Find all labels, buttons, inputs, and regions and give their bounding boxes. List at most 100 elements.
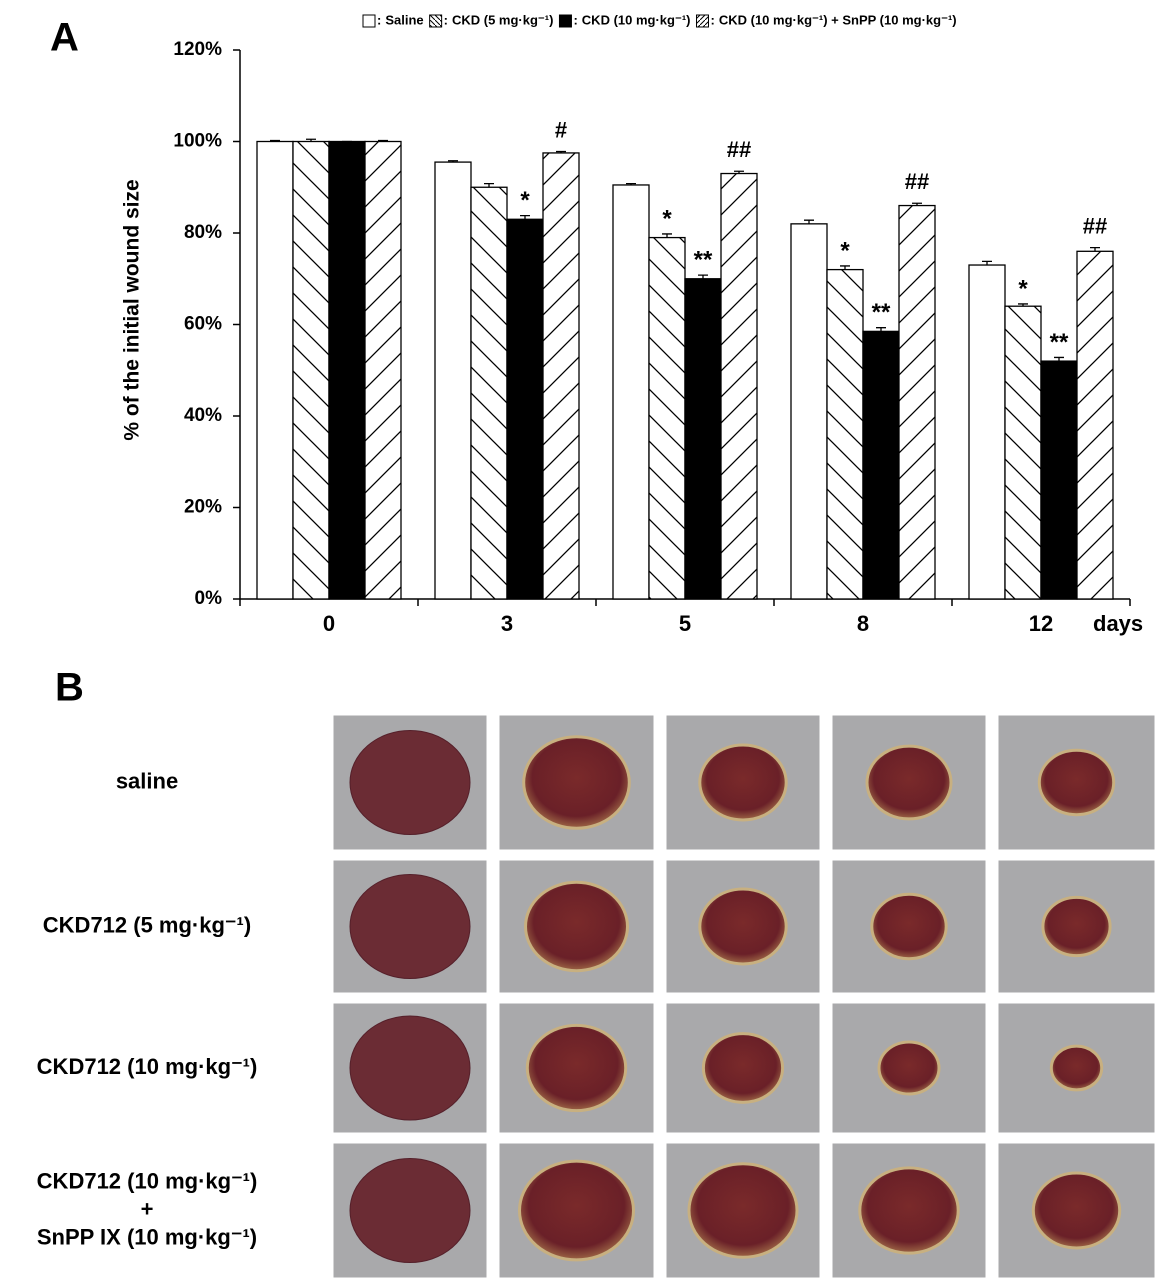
y-tick-label: 60%: [184, 314, 222, 335]
bar: [720, 172, 758, 600]
wound: [349, 1015, 471, 1121]
legend-swatch: [558, 14, 572, 28]
error-bar: [270, 139, 280, 142]
bar: [684, 278, 722, 600]
significance-label: *: [520, 187, 530, 214]
legend-label: CKD (5 mg·kg⁻¹): [452, 12, 553, 27]
significance-label: *: [662, 205, 672, 232]
x-tick-label: 8: [857, 611, 869, 636]
bar: [470, 186, 508, 600]
row-label: CKD712 (10 mg·kg⁻¹): [37, 1168, 258, 1193]
significance-label: **: [1050, 329, 1069, 356]
error-bar: [306, 138, 316, 142]
bar: [648, 236, 686, 600]
bar: [292, 140, 330, 600]
bar: [968, 264, 1006, 600]
y-axis-label: % of the initial wound size: [121, 179, 144, 440]
row-label: SnPP IX (10 mg·kg⁻¹): [37, 1224, 257, 1249]
error-bar: [734, 170, 744, 174]
wound-photo: [997, 1142, 1156, 1279]
wound: [687, 1162, 799, 1259]
legend-swatch: [429, 14, 443, 28]
x-tick-label: 3: [501, 611, 513, 636]
y-tick-label: 100%: [173, 131, 222, 152]
error-bar: [556, 150, 566, 153]
significance-label: *: [840, 237, 850, 264]
wound: [698, 743, 788, 822]
significance-label: *: [1018, 275, 1028, 302]
error-bar: [520, 214, 530, 220]
bar: [826, 268, 864, 600]
error-bar: [876, 327, 886, 332]
error-bar: [1090, 246, 1100, 252]
error-bar: [1018, 303, 1028, 307]
legend-label: CKD (10 mg·kg⁻¹) + SnPP (10 mg·kg⁻¹): [719, 12, 957, 27]
row-label: +: [141, 1196, 154, 1221]
bar: [328, 140, 366, 600]
error-bar: [982, 260, 992, 266]
row-label: CKD712 (10 mg·kg⁻¹): [37, 1054, 258, 1079]
error-bar: [698, 274, 708, 279]
x-tick-label: 12: [1029, 611, 1053, 636]
bar: [434, 161, 472, 600]
legend-separator: :: [377, 12, 381, 27]
significance-label: ##: [1083, 213, 1107, 238]
error-bar: [448, 160, 458, 163]
legend-label: Saline: [385, 12, 423, 27]
bar: [612, 184, 650, 600]
wound: [870, 892, 948, 961]
bar: [790, 223, 828, 600]
wound: [701, 1032, 785, 1104]
significance-label: ##: [905, 169, 929, 194]
wound: [524, 880, 629, 973]
significance-label: ##: [727, 137, 751, 162]
wound: [518, 1159, 635, 1262]
legend-label: CKD (10 mg·kg⁻¹): [582, 12, 691, 27]
y-tick-label: 0%: [195, 588, 223, 609]
bar: [1040, 360, 1078, 600]
wound: [349, 874, 471, 979]
wound: [349, 1158, 471, 1263]
wound: [1041, 895, 1112, 958]
legend-separator: :: [711, 12, 715, 27]
panel-label: B: [55, 666, 84, 710]
significance-label: **: [872, 299, 891, 326]
error-bar: [804, 219, 814, 224]
wound: [1037, 748, 1116, 817]
wound: [698, 887, 788, 966]
bar: [506, 218, 544, 600]
legend-separator: :: [444, 12, 448, 27]
bar: [364, 140, 402, 600]
wound: [1049, 1044, 1104, 1092]
legend-separator: :: [573, 12, 577, 27]
significance-label: #: [555, 117, 567, 142]
x-axis-label: days: [1093, 611, 1143, 636]
wound: [865, 744, 953, 821]
error-bar: [484, 182, 494, 188]
significance-label: **: [694, 246, 713, 273]
bar: [862, 330, 900, 600]
y-tick-label: 20%: [184, 497, 222, 518]
wound-photo: [665, 1002, 821, 1134]
bar: [256, 140, 294, 600]
bar: [542, 152, 580, 600]
wound: [858, 1166, 960, 1255]
error-bar: [840, 265, 850, 270]
row-label: saline: [116, 768, 178, 793]
x-tick-label: 0: [323, 611, 335, 636]
y-tick-label: 40%: [184, 405, 222, 426]
bar: [1004, 305, 1042, 600]
bar: [1076, 250, 1114, 600]
panel-label: A: [50, 16, 79, 60]
wound: [525, 1023, 628, 1113]
error-bar: [626, 182, 636, 185]
error-bar: [912, 202, 922, 206]
error-bar: [378, 139, 388, 142]
legend: : Saline: CKD (5 mg·kg⁻¹): CKD (10 mg·kg⁻¹)…: [362, 12, 957, 28]
legend-swatch: [362, 14, 376, 28]
error-bar: [662, 233, 672, 238]
legend-swatch: [696, 14, 709, 28]
bar: [898, 204, 936, 600]
